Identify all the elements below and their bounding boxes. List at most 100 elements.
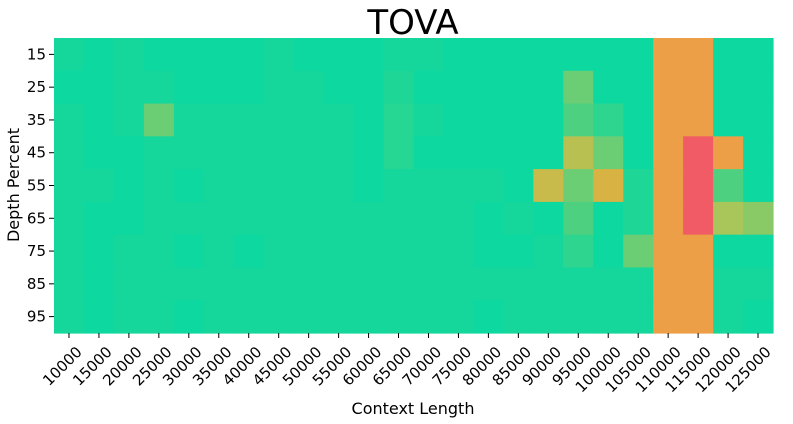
heatmap-cell bbox=[443, 169, 475, 203]
heatmap-cell bbox=[503, 38, 534, 72]
heatmap-cell bbox=[203, 38, 235, 72]
heatmap-cell bbox=[623, 300, 654, 334]
heatmap-cell bbox=[233, 300, 265, 334]
heatmap-cell bbox=[353, 201, 385, 236]
heatmap-cell bbox=[743, 38, 774, 72]
heatmap-cell bbox=[83, 70, 115, 105]
y-axis-ticks: 15 25 35 45 55 65 75 85 95 bbox=[27, 45, 54, 326]
heatmap-cell bbox=[533, 300, 564, 334]
heatmap-cell bbox=[503, 234, 534, 269]
heatmap-cell bbox=[83, 169, 115, 203]
y-tick-label: 15 bbox=[27, 45, 46, 63]
heatmap-cell bbox=[653, 300, 684, 334]
heatmap-cell bbox=[233, 38, 265, 72]
heatmap-cells bbox=[54, 38, 774, 334]
heatmap-cell bbox=[203, 136, 235, 170]
heatmap-cell bbox=[83, 267, 115, 301]
heatmap-cell bbox=[443, 267, 475, 301]
heatmap-cell bbox=[353, 234, 385, 269]
heatmap-cell bbox=[473, 267, 504, 301]
y-tick-label: 65 bbox=[27, 209, 46, 227]
heatmap-cell bbox=[83, 300, 115, 334]
heatmap-cell bbox=[293, 169, 325, 203]
heatmap-cell bbox=[383, 103, 415, 137]
heatmap-cell bbox=[563, 169, 594, 203]
heatmap-cell bbox=[623, 103, 654, 137]
heatmap-cell bbox=[623, 136, 654, 170]
heatmap-cell bbox=[323, 234, 355, 269]
heatmap-cell bbox=[713, 267, 744, 301]
heatmap-cell bbox=[113, 234, 145, 269]
heatmap-cell bbox=[353, 70, 385, 105]
heatmap-cell bbox=[713, 38, 744, 72]
heatmap-cell bbox=[413, 300, 445, 334]
heatmap-cell bbox=[653, 136, 684, 170]
heatmap-cell bbox=[563, 136, 594, 170]
heatmap-cell bbox=[263, 38, 295, 72]
heatmap-cell bbox=[443, 201, 475, 236]
heatmap-cell bbox=[323, 201, 355, 236]
heatmap-cell bbox=[683, 136, 714, 170]
heatmap-cell bbox=[233, 201, 265, 236]
heatmap-cell bbox=[473, 169, 504, 203]
heatmap-cell bbox=[443, 38, 475, 72]
heatmap-cell bbox=[54, 70, 85, 105]
heatmap-cell bbox=[713, 201, 744, 236]
heatmap-cell bbox=[503, 300, 534, 334]
heatmap-cell bbox=[113, 169, 145, 203]
heatmap-cell bbox=[173, 169, 205, 203]
heatmap-cell bbox=[353, 136, 385, 170]
heatmap-cell bbox=[233, 267, 265, 301]
heatmap-cell bbox=[683, 169, 714, 203]
heatmap-cell bbox=[323, 300, 355, 334]
heatmap-cell bbox=[653, 38, 684, 72]
heatmap-cell bbox=[83, 38, 115, 72]
heatmap-cell bbox=[293, 103, 325, 137]
heatmap-cell bbox=[203, 201, 235, 236]
heatmap-cell bbox=[593, 103, 624, 137]
heatmap-cell bbox=[233, 136, 265, 170]
heatmap-cell bbox=[113, 103, 145, 137]
heatmap-cell bbox=[173, 267, 205, 301]
heatmap-cell bbox=[173, 70, 205, 105]
heatmap-cell bbox=[263, 234, 295, 269]
heatmap-cell bbox=[533, 38, 564, 72]
heatmap-cell bbox=[293, 300, 325, 334]
heatmap-cell bbox=[323, 103, 355, 137]
heatmap-cell bbox=[173, 234, 205, 269]
heatmap-cell bbox=[653, 234, 684, 269]
heatmap-cell bbox=[143, 300, 175, 334]
heatmap-cell bbox=[533, 267, 564, 301]
heatmap-cell bbox=[743, 234, 774, 269]
heatmap-cell bbox=[413, 70, 445, 105]
heatmap-cell bbox=[443, 300, 475, 334]
heatmap-cell bbox=[533, 70, 564, 105]
heatmap-cell bbox=[113, 38, 145, 72]
heatmap-cell bbox=[83, 136, 115, 170]
heatmap-cell bbox=[473, 38, 504, 72]
heatmap-cell bbox=[54, 300, 85, 334]
heatmap-cell bbox=[143, 169, 175, 203]
heatmap-cell bbox=[743, 70, 774, 105]
heatmap-cell bbox=[413, 103, 445, 137]
heatmap-cell bbox=[623, 267, 654, 301]
heatmap-cell bbox=[203, 300, 235, 334]
heatmap-cell bbox=[533, 169, 564, 203]
heatmap-cell bbox=[593, 300, 624, 334]
heatmap-cell bbox=[233, 169, 265, 203]
heatmap-cell bbox=[743, 169, 774, 203]
heatmap-cell bbox=[293, 234, 325, 269]
heatmap-cell bbox=[743, 201, 774, 236]
heatmap-cell bbox=[743, 267, 774, 301]
heatmap-cell bbox=[54, 38, 85, 72]
heatmap-cell bbox=[143, 267, 175, 301]
y-tick-label: 25 bbox=[27, 78, 46, 96]
heatmap-cell bbox=[593, 201, 624, 236]
heatmap-cell bbox=[593, 136, 624, 170]
heatmap-cell bbox=[743, 136, 774, 170]
heatmap-cell bbox=[54, 169, 85, 203]
heatmap-cell bbox=[353, 267, 385, 301]
x-axis-ticks: 1000015000200002500030000350004000045000… bbox=[39, 333, 775, 396]
heatmap-cell bbox=[293, 38, 325, 72]
